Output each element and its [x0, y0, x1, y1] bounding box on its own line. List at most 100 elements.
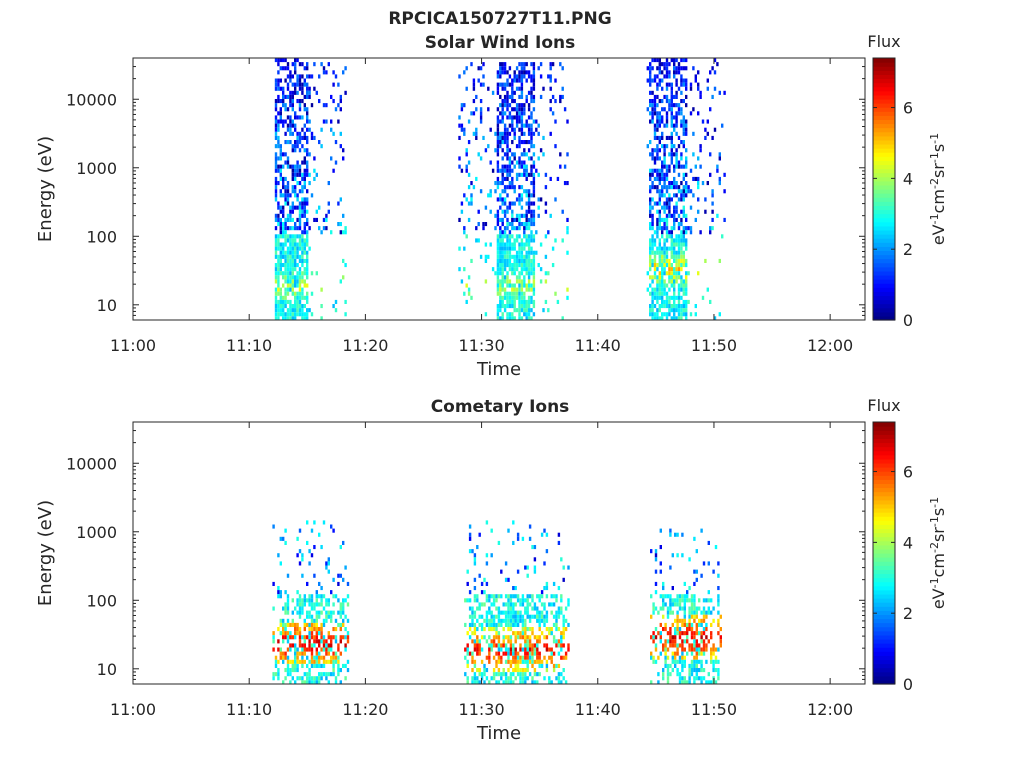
- heatmap-cell: [291, 598, 294, 603]
- heatmap-cell: [279, 164, 282, 169]
- heatmap-cell: [656, 103, 659, 108]
- heatmap-cell: [509, 614, 513, 619]
- heatmap-cell: [313, 676, 316, 681]
- heatmap-cell: [463, 291, 466, 296]
- heatmap-cell: [692, 193, 695, 198]
- heatmap-cell: [700, 663, 703, 668]
- heatmap-cell: [468, 651, 472, 656]
- heatmap-cell: [652, 659, 655, 664]
- heatmap-cell: [503, 304, 507, 309]
- heatmap-cell: [662, 627, 665, 632]
- heatmap-cell: [501, 287, 504, 292]
- heatmap-cell: [306, 74, 309, 79]
- heatmap-cell: [530, 86, 533, 91]
- heatmap-cell: [501, 62, 504, 67]
- heatmap-cell: [488, 627, 491, 632]
- heatmap-cell: [506, 140, 509, 145]
- heatmap-cell: [289, 164, 292, 169]
- heatmap-cell: [303, 316, 306, 321]
- heatmap-cell: [485, 676, 489, 681]
- heatmap-cell: [308, 631, 311, 636]
- colorbar-segment: [873, 193, 895, 198]
- heatmap-cell: [310, 598, 314, 603]
- heatmap-cell: [520, 127, 524, 132]
- heatmap-cell: [552, 622, 556, 627]
- heatmap-cell: [670, 107, 673, 112]
- heatmap-cell: [296, 254, 299, 259]
- heatmap-cell: [508, 238, 512, 243]
- heatmap-cell: [296, 99, 299, 104]
- heatmap-cell: [503, 62, 507, 67]
- heatmap-cell: [308, 74, 311, 79]
- heatmap-cell: [310, 312, 314, 317]
- colorbar-segment: [873, 287, 895, 292]
- heatmap-cell: [325, 226, 328, 231]
- heatmap-cell: [322, 70, 326, 75]
- heatmap-cell: [530, 99, 533, 104]
- colorbar-segment: [873, 655, 895, 661]
- heatmap-cell: [471, 606, 474, 611]
- heatmap-cell: [303, 304, 306, 309]
- heatmap-cell: [286, 250, 290, 255]
- colorbar-segment: [873, 565, 895, 570]
- heatmap-cell: [656, 312, 659, 317]
- heatmap-cell: [488, 610, 491, 615]
- heatmap-cell: [530, 271, 533, 276]
- x-tick-label: 11:50: [691, 336, 737, 355]
- heatmap-cell: [501, 234, 504, 239]
- heatmap-cell: [286, 62, 290, 67]
- heatmap-cell: [306, 111, 309, 116]
- heatmap-cell: [702, 618, 706, 623]
- heatmap-cell: [564, 618, 568, 623]
- heatmap-cell: [562, 614, 565, 619]
- heatmap-cell: [318, 659, 321, 664]
- heatmap-cell: [284, 279, 287, 284]
- heatmap-cell: [291, 131, 294, 136]
- heatmap-cell: [508, 222, 512, 227]
- heatmap-cell: [296, 115, 299, 120]
- heatmap-cell: [513, 131, 516, 136]
- heatmap-cell: [677, 62, 681, 67]
- heatmap-cell: [566, 230, 569, 235]
- heatmap-cell: [527, 316, 531, 321]
- heatmap-cell: [537, 205, 540, 210]
- heatmap-cell: [658, 316, 661, 321]
- heatmap-cell: [559, 99, 562, 104]
- heatmap-cell: [665, 189, 669, 194]
- heatmap-cell: [676, 651, 679, 656]
- heatmap-cell: [470, 62, 473, 67]
- heatmap-cell: [515, 66, 519, 71]
- heatmap-cell: [670, 99, 673, 104]
- heatmap-cell: [315, 647, 318, 652]
- heatmap-cell: [706, 287, 709, 292]
- heatmap-cell: [296, 590, 299, 595]
- heatmap-cell: [511, 127, 514, 132]
- heatmap-cell: [713, 127, 717, 132]
- heatmap-cell: [520, 103, 524, 108]
- heatmap-cell: [496, 254, 500, 259]
- colorbar-segment: [873, 205, 895, 211]
- heatmap-cell: [303, 66, 306, 71]
- heatmap-cell: [702, 598, 706, 603]
- heatmap-cell: [518, 258, 521, 263]
- heatmap-cell: [661, 185, 664, 190]
- heatmap-cell: [306, 316, 309, 321]
- heatmap-cell: [681, 622, 684, 627]
- heatmap-cell: [303, 602, 306, 607]
- heatmap-cell: [693, 569, 696, 574]
- heatmap-cell: [477, 78, 480, 83]
- heatmap-cell: [520, 299, 524, 304]
- heatmap-cell: [499, 135, 502, 140]
- heatmap-cell: [686, 635, 689, 640]
- heatmap-cell: [339, 107, 342, 112]
- heatmap-cell: [320, 144, 323, 149]
- heatmap-cell: [308, 226, 311, 231]
- heatmap-cell: [661, 164, 664, 169]
- colorbar-segment: [873, 279, 895, 284]
- heatmap-cell: [325, 70, 328, 75]
- heatmap-cell: [503, 103, 507, 108]
- heatmap-cell: [310, 643, 314, 648]
- heatmap-cell: [306, 107, 309, 112]
- heatmap-cell: [308, 127, 311, 132]
